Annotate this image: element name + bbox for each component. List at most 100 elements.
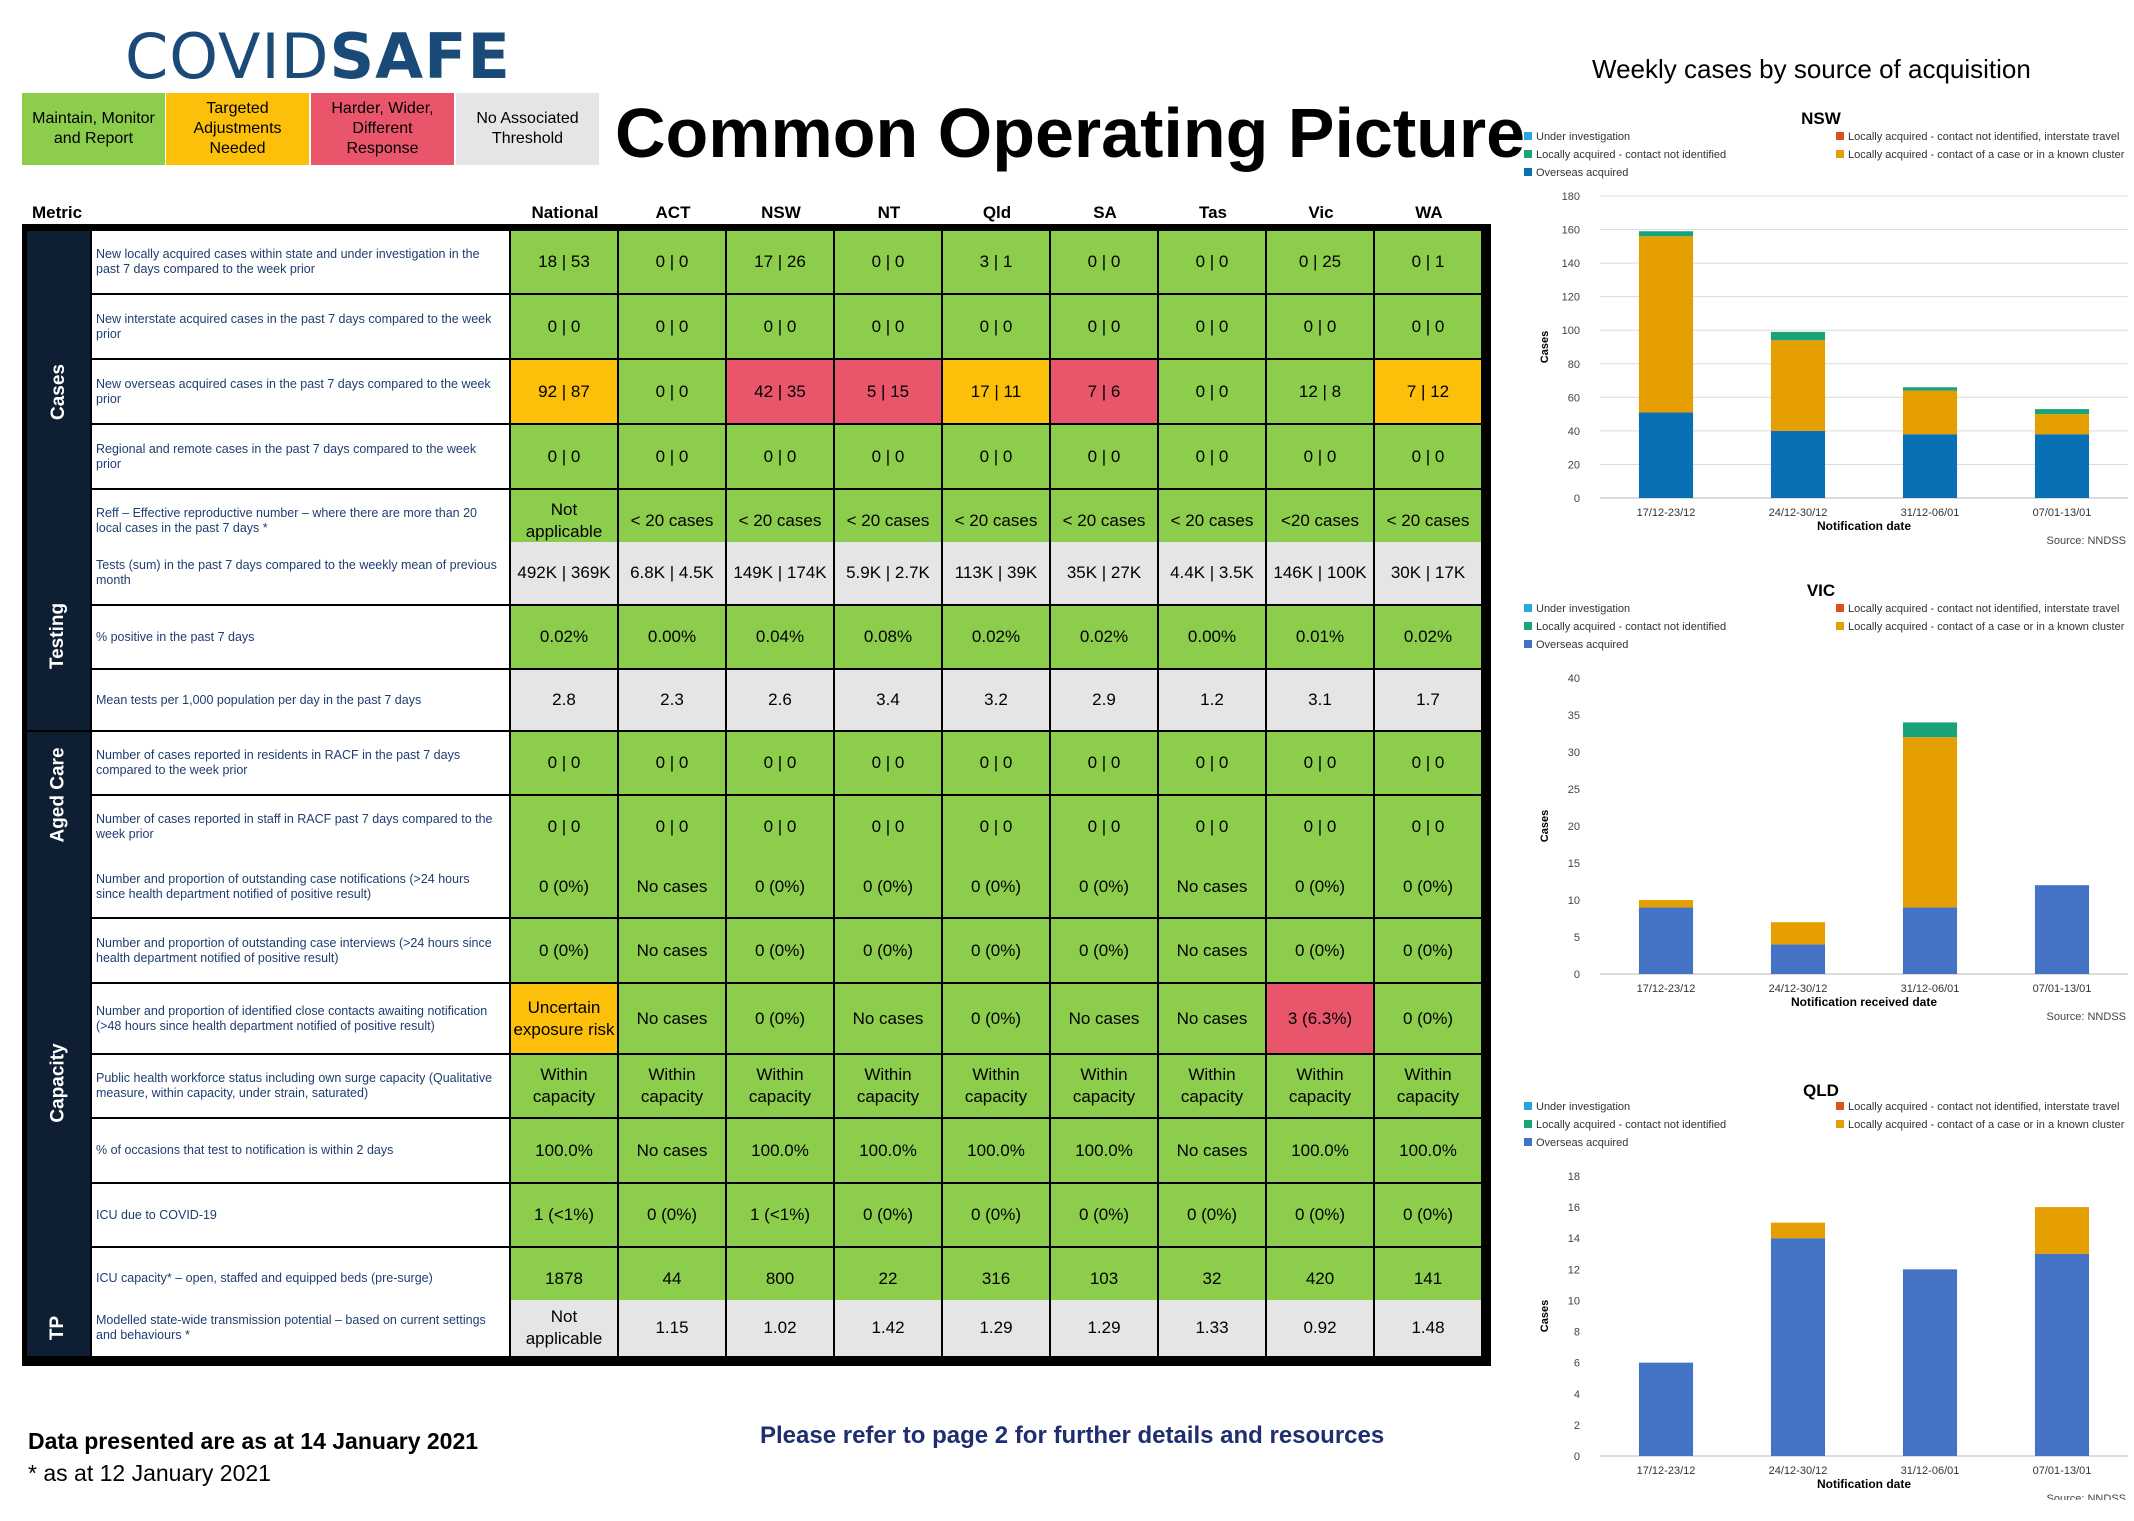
- vic-chart: VIC Under investigation Locally acquired -…: [1524, 581, 2128, 1023]
- bar-segment: [1770, 1238, 1826, 1456]
- x-tick-label: 24/12-30/12: [1769, 507, 1828, 519]
- value-cell-wa: 0 | 0: [1375, 732, 1481, 794]
- value-cell-tas: No cases: [1159, 857, 1265, 917]
- value-cell-nsw: 1.02: [727, 1300, 833, 1356]
- value-cell-tas: Within capacity: [1159, 1055, 1265, 1117]
- value-cell-tas: 0 | 0: [1159, 360, 1265, 423]
- charts-title: Weekly cases by source of acquisition: [1592, 54, 2031, 84]
- legend-swatch: [1836, 1120, 1844, 1128]
- y-tick-label: 180: [1562, 191, 1580, 203]
- value-cell-qld: 0 | 0: [943, 295, 1049, 358]
- y-tick-label: 35: [1568, 710, 1580, 722]
- value-cell-sa: 7 | 6: [1051, 360, 1157, 423]
- value-cell-qld: Within capacity: [943, 1055, 1049, 1117]
- y-axis-label: Cases: [1539, 1300, 1551, 1332]
- bar-segment: [1902, 722, 1958, 738]
- value-cell-nt: 5.9K | 2.7K: [835, 542, 941, 604]
- metric-label: New overseas acquired cases in the past …: [92, 360, 509, 423]
- value-cell-vic: 0 | 0: [1267, 425, 1373, 488]
- metric-label: Public health workforce status including…: [92, 1055, 509, 1117]
- value-cell-vic: <20 cases: [1267, 490, 1373, 552]
- column-header-tas: Tas: [1198, 203, 1228, 222]
- value-cell-qld: 0 | 0: [943, 796, 1049, 857]
- section-label: Capacity: [47, 1043, 69, 1123]
- chart-source: Source: NNDSS: [2047, 535, 2126, 547]
- value-cell-nt: 1.42: [835, 1300, 941, 1356]
- bar-segment: [1902, 434, 1958, 498]
- legend-entry: Overseas acquired: [1536, 167, 1628, 179]
- value-cell-wa: 0 | 1: [1375, 231, 1481, 293]
- value-cell-vic: 0 | 0: [1267, 295, 1373, 358]
- x-tick-label: 07/01-13/01: [2033, 1465, 2092, 1477]
- value-cell-qld: 0 (0%): [943, 984, 1049, 1053]
- value-cell-national: 100.0%: [511, 1119, 617, 1182]
- value-cell-tas: 0 | 0: [1159, 732, 1265, 794]
- metric-label: New locally acquired cases within state …: [92, 231, 509, 293]
- bar-segment: [1902, 387, 1958, 391]
- value-cell-nt: 0 | 0: [835, 425, 941, 488]
- value-cell-vic: 420: [1267, 1248, 1373, 1309]
- value-cell-wa: 141: [1375, 1248, 1481, 1309]
- value-cell-tas: 0 | 0: [1159, 295, 1265, 358]
- value-cell-national: 0 | 0: [511, 732, 617, 794]
- y-tick-label: 10: [1568, 895, 1580, 907]
- value-cell-nsw: 0 (0%): [727, 919, 833, 982]
- bar-segment: [2034, 1253, 2090, 1456]
- value-cell-nt: No cases: [835, 984, 941, 1053]
- value-cell-qld: 113K | 39K: [943, 542, 1049, 604]
- bar-segment: [1902, 907, 1958, 974]
- value-cell-act: Within capacity: [619, 1055, 725, 1117]
- metric-label: Modelled state-wide transmission potenti…: [92, 1300, 509, 1356]
- value-cell-act: 0 | 0: [619, 295, 725, 358]
- x-tick-label: 24/12-30/12: [1769, 1465, 1828, 1477]
- value-cell-nsw: 149K | 174K: [727, 542, 833, 604]
- column-header-wa: WA: [1415, 203, 1443, 222]
- value-cell-act: 0 | 0: [619, 425, 725, 488]
- metric-label: Number of cases reported in residents in…: [92, 732, 509, 794]
- value-cell-tas: 4.4K | 3.5K: [1159, 542, 1265, 604]
- value-cell-national: 0 (0%): [511, 857, 617, 917]
- bar-segment: [1902, 390, 1958, 435]
- legend-entry: Locally acquired - contact of a case or …: [1848, 149, 2125, 161]
- value-cell-nsw: 800: [727, 1248, 833, 1309]
- value-cell-sa: 1.29: [1051, 1300, 1157, 1356]
- bar-segment: [1638, 231, 1694, 237]
- value-cell-national: 92 | 87: [511, 360, 617, 423]
- section-label: TP: [47, 1315, 69, 1341]
- chart-source: Source: NNDSS: [2047, 1011, 2126, 1023]
- metric-label: Number and proportion of outstanding cas…: [92, 857, 509, 917]
- value-cell-national: 0 (0%): [511, 919, 617, 982]
- value-cell-vic: 0 | 0: [1267, 732, 1373, 794]
- bar-segment: [2034, 434, 2090, 498]
- value-cell-qld: 0 | 0: [943, 425, 1049, 488]
- section-cases: Cases: [27, 231, 90, 552]
- value-cell-national: Not applicable: [511, 1300, 617, 1356]
- value-cell-vic: Within capacity: [1267, 1055, 1373, 1117]
- metric-label: Regional and remote cases in the past 7 …: [92, 425, 509, 488]
- legend-entry: Under investigation: [1536, 131, 1630, 143]
- legend-swatch: [1524, 1120, 1532, 1128]
- value-cell-nt: 3.4: [835, 670, 941, 730]
- refer-page-2-note: Please refer to page 2 for further detai…: [760, 1422, 1385, 1449]
- legend-swatch: [1524, 640, 1532, 648]
- value-cell-vic: 3 (6.3%): [1267, 984, 1373, 1053]
- metric-label: Reff – Effective reproductive number – w…: [92, 490, 509, 552]
- column-header-act: ACT: [655, 203, 691, 222]
- column-header-nt: NT: [877, 203, 901, 222]
- value-cell-national: 1878: [511, 1248, 617, 1309]
- value-cell-wa: 0 (0%): [1375, 984, 1481, 1053]
- value-cell-qld: 0.02%: [943, 606, 1049, 668]
- bar-segment: [2034, 414, 2090, 435]
- legend-entry: Locally acquired - contact of a case or …: [1848, 1119, 2125, 1131]
- value-cell-nsw: 0 (0%): [727, 984, 833, 1053]
- bar-segment: [1770, 944, 1826, 974]
- bar-segment: [1770, 1222, 1826, 1239]
- x-tick-label: 24/12-30/12: [1769, 983, 1828, 995]
- value-cell-national: 1 (<1%): [511, 1184, 617, 1246]
- metric-label: Tests (sum) in the past 7 days compared …: [92, 542, 509, 604]
- value-cell-national: Within capacity: [511, 1055, 617, 1117]
- y-tick-label: 18: [1568, 1171, 1580, 1183]
- legend-entry: Locally acquired - contact not identifie…: [1848, 603, 2119, 615]
- value-cell-qld: 3.2: [943, 670, 1049, 730]
- logo-part-2: SAFE: [329, 20, 511, 93]
